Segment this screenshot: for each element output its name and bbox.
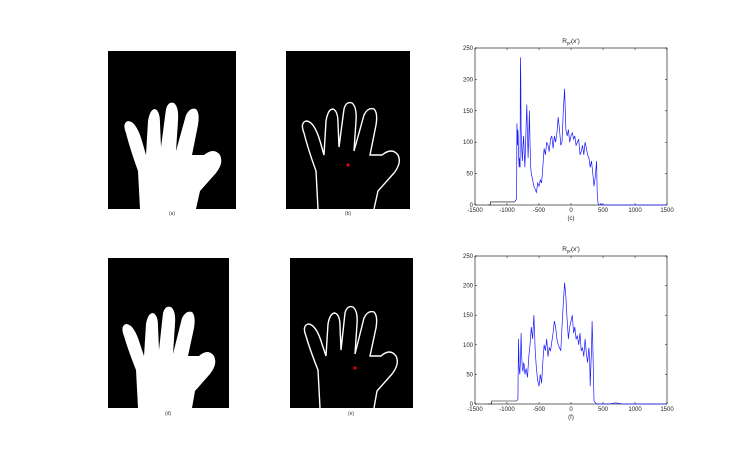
- x-tick-label: 1500: [660, 407, 674, 413]
- x-tick-label: -1000: [499, 407, 515, 413]
- x-tick-label: 0: [569, 208, 573, 214]
- chart-title: Rpr(x'): [562, 246, 580, 254]
- contour-image-e: [290, 258, 413, 408]
- x-tick-label: -500: [533, 407, 546, 413]
- hand-silhouette: [124, 102, 222, 209]
- baseline-segment: [487, 400, 517, 405]
- series-line: [514, 57, 667, 206]
- x-tick-label: -1500: [467, 407, 483, 413]
- y-tick-label: 200: [463, 284, 474, 290]
- x-tick-label: 1000: [628, 208, 642, 214]
- y-tick-label: 200: [463, 77, 474, 83]
- hand-silhouette: [122, 306, 216, 408]
- hand-contour: [301, 101, 401, 209]
- x-tick-label: 500: [598, 208, 609, 214]
- caption-d: (d): [164, 411, 172, 417]
- caption-e: (e): [347, 411, 355, 417]
- x-tick-label: -1500: [467, 208, 483, 214]
- contour-image-b: [286, 51, 410, 209]
- center-marker: [346, 163, 350, 167]
- x-tick-label: -1000: [499, 208, 515, 214]
- silhouette-image-d: [108, 258, 229, 408]
- baseline-segment: [487, 201, 515, 206]
- caption-a: (a): [168, 211, 176, 217]
- y-tick-label: 0: [470, 203, 474, 209]
- plot-frame: [474, 47, 668, 206]
- silhouette-image-a: [108, 51, 236, 209]
- y-tick-label: 50: [466, 372, 473, 378]
- y-tick-label: 250: [463, 46, 474, 52]
- y-tick-label: 150: [463, 109, 474, 115]
- x-axis-label: (f): [568, 415, 574, 421]
- x-tick-label: 1500: [660, 208, 674, 214]
- center-marker: [353, 366, 357, 370]
- y-tick-label: 250: [463, 254, 474, 260]
- y-tick-label: 0: [470, 402, 474, 408]
- y-tick-label: 100: [463, 140, 474, 146]
- x-tick-label: 0: [569, 407, 573, 413]
- y-tick-label: 150: [463, 313, 474, 319]
- caption-b: (b): [344, 211, 352, 217]
- x-tick-label: 500: [598, 407, 609, 413]
- x-axis-label: (c): [568, 216, 575, 222]
- chart-title: Rpr(x'): [562, 38, 580, 46]
- plot-frame: [474, 255, 668, 405]
- series-line: [516, 282, 667, 405]
- y-tick-label: 50: [466, 172, 473, 178]
- y-tick-label: 100: [463, 343, 474, 349]
- x-tick-label: -500: [533, 208, 546, 214]
- hand-contour: [303, 305, 399, 408]
- x-tick-label: 1000: [628, 407, 642, 413]
